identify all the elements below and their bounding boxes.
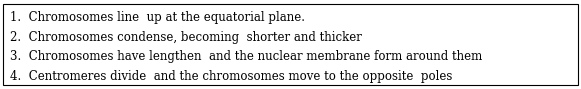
Text: 3.  Chromosomes have lengthen  and the nuclear membrane form around them: 3. Chromosomes have lengthen and the nuc… bbox=[10, 50, 483, 63]
Text: 4.  Centromeres divide  and the chromosomes move to the opposite  poles: 4. Centromeres divide and the chromosome… bbox=[10, 70, 453, 83]
Text: 1.  Chromosomes line  up at the equatorial plane.: 1. Chromosomes line up at the equatorial… bbox=[10, 11, 306, 24]
FancyBboxPatch shape bbox=[3, 4, 578, 85]
Text: 2.  Chromosomes condense, becoming  shorter and thicker: 2. Chromosomes condense, becoming shorte… bbox=[10, 31, 363, 44]
